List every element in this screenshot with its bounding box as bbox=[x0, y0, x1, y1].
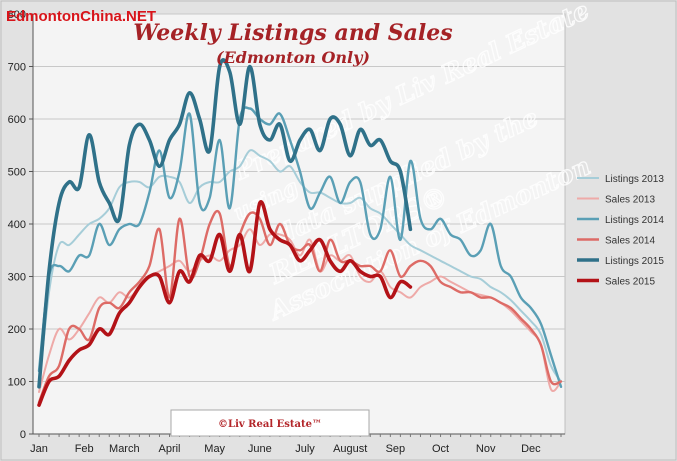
legend-label-listings-2015: Listings 2015 bbox=[605, 256, 664, 267]
series-line-listings-2015 bbox=[37, 58, 413, 389]
axes: 0 100 200 300 400 500 600 700 800 Jan Feb March Apri… bbox=[8, 9, 565, 455]
y-tick-label: 300 bbox=[8, 272, 26, 284]
chart-title: Weekly Listings and Sales bbox=[133, 20, 452, 46]
y-tick-label: 400 bbox=[8, 219, 26, 231]
x-tick-label: April bbox=[158, 443, 180, 455]
y-tick-label: 500 bbox=[8, 167, 26, 179]
x-tick-label: June bbox=[248, 443, 272, 455]
series-line-sales-2015 bbox=[37, 200, 413, 407]
y-tick-label: 600 bbox=[8, 114, 26, 126]
series-lines bbox=[37, 58, 563, 407]
credit-box bbox=[170, 409, 370, 437]
y-tick-label: 100 bbox=[8, 377, 26, 389]
x-tick-label: Sep bbox=[386, 443, 406, 455]
y-tick-label: 200 bbox=[8, 324, 26, 336]
x-tick-label: Dec bbox=[521, 443, 541, 455]
y-tick-label: 800 bbox=[8, 9, 26, 21]
y-tick-label: 700 bbox=[8, 62, 26, 74]
y-tick-label: 0 bbox=[20, 429, 26, 441]
legend-label-sales-2013: Sales 2013 bbox=[605, 195, 655, 206]
x-tick-label: Nov bbox=[476, 443, 496, 455]
chart-subtitle: (Edmonton Only) bbox=[216, 48, 370, 67]
x-tick-label: May bbox=[204, 443, 225, 455]
x-tick-label: August bbox=[333, 443, 367, 455]
site-brand: EdmontonChina.NET bbox=[6, 8, 156, 25]
legend-label-listings-2014: Listings 2014 bbox=[605, 215, 664, 226]
x-tick-label: July bbox=[295, 443, 315, 455]
credit-text: ©Liv Real Estate™ bbox=[218, 419, 322, 430]
series-line-sales-2014 bbox=[37, 209, 563, 404]
legend-label-listings-2013: Listings 2013 bbox=[605, 174, 664, 185]
legend: Listings 2013 Sales 2013 Listings 2014 Sale… bbox=[577, 174, 664, 288]
series-line-listings-2014 bbox=[37, 106, 563, 388]
legend-label-sales-2015: Sales 2015 bbox=[605, 277, 655, 288]
x-tick-label: Jan bbox=[30, 443, 48, 455]
x-tick-label: Oct bbox=[432, 443, 449, 455]
x-tick-label: Feb bbox=[75, 443, 94, 455]
x-tick-label: March bbox=[109, 443, 140, 455]
legend-label-sales-2014: Sales 2014 bbox=[605, 236, 655, 247]
